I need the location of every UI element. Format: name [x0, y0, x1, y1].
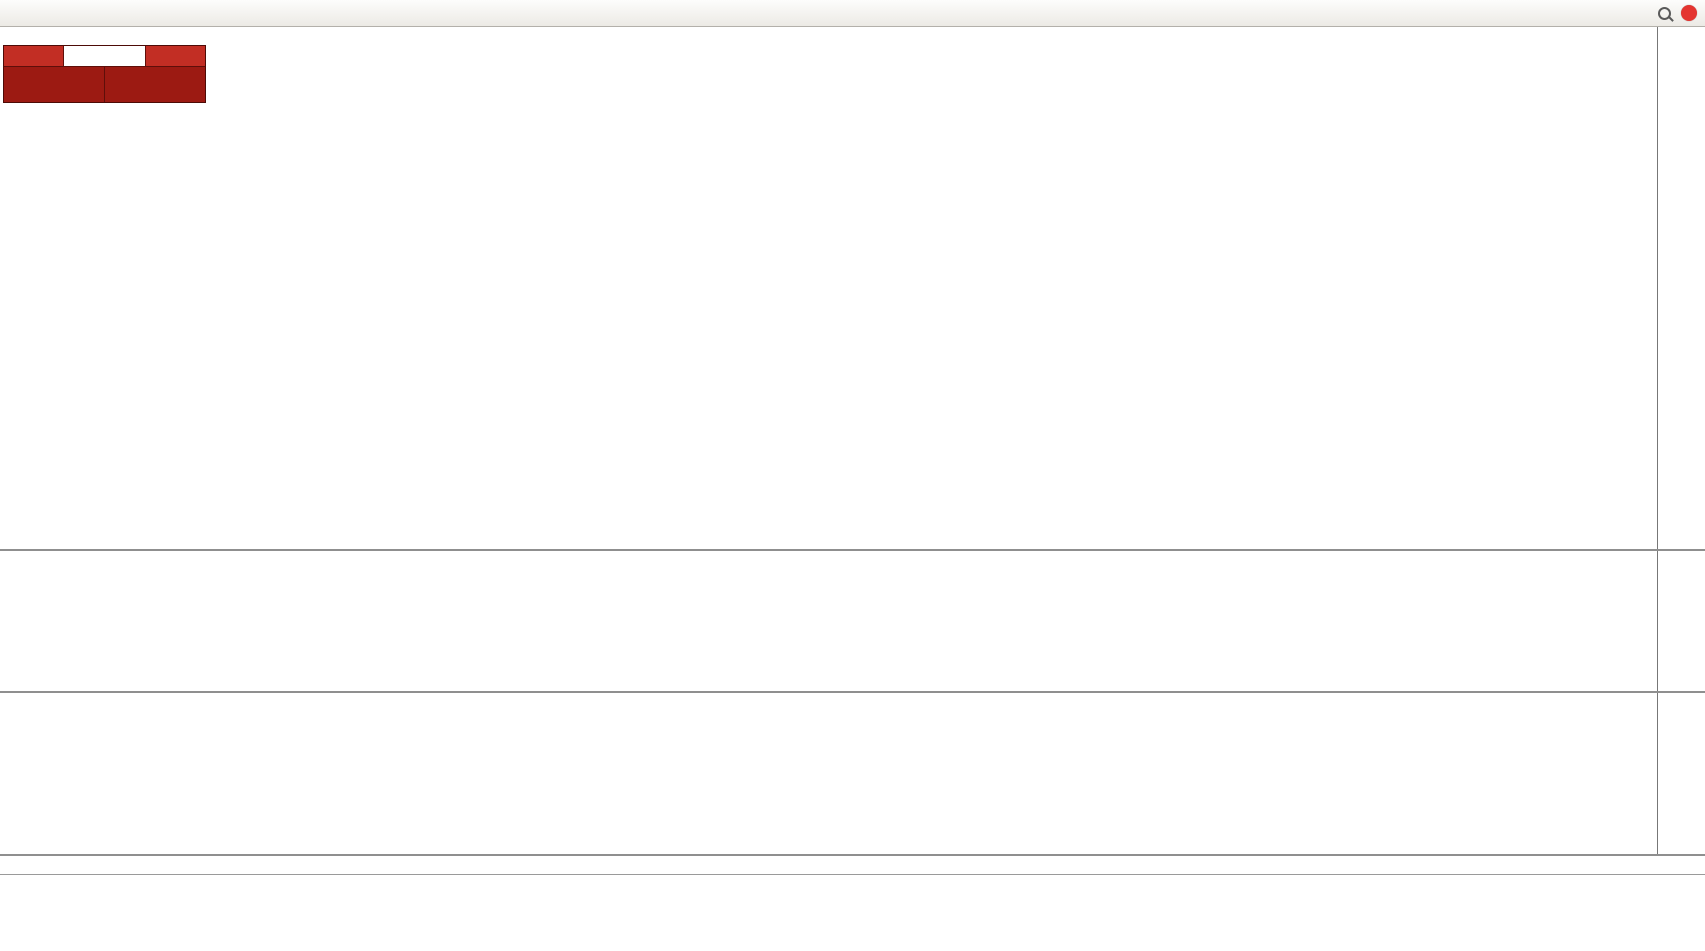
- toolbar: [0, 0, 1705, 27]
- rsi-panel[interactable]: [0, 693, 1705, 856]
- price-axis[interactable]: [1657, 27, 1705, 549]
- main-chart-panel[interactable]: [0, 27, 1705, 551]
- search-icon: [1658, 6, 1671, 20]
- toolbar-right: [1654, 2, 1702, 24]
- one-click-trading-panel: [3, 45, 206, 103]
- buy-button[interactable]: [146, 46, 205, 66]
- sell-button[interactable]: [4, 46, 63, 66]
- candlestick-chart[interactable]: [0, 27, 1658, 549]
- time-axis[interactable]: [0, 856, 1705, 875]
- macd-chart[interactable]: [0, 551, 1658, 691]
- window-bottom-area: [0, 875, 1705, 951]
- buy-price[interactable]: [105, 67, 205, 102]
- volume-field[interactable]: [64, 46, 145, 66]
- trade-panel-price-row: [4, 67, 205, 102]
- macd-axis[interactable]: [1657, 551, 1705, 691]
- sell-price[interactable]: [4, 67, 104, 102]
- rsi-axis[interactable]: [1657, 693, 1705, 854]
- rsi-chart[interactable]: [0, 693, 1658, 854]
- search-button[interactable]: [1654, 2, 1675, 24]
- notification-badge[interactable]: [1681, 5, 1697, 21]
- macd-panel[interactable]: [0, 551, 1705, 693]
- trade-panel-top-row: [4, 46, 205, 66]
